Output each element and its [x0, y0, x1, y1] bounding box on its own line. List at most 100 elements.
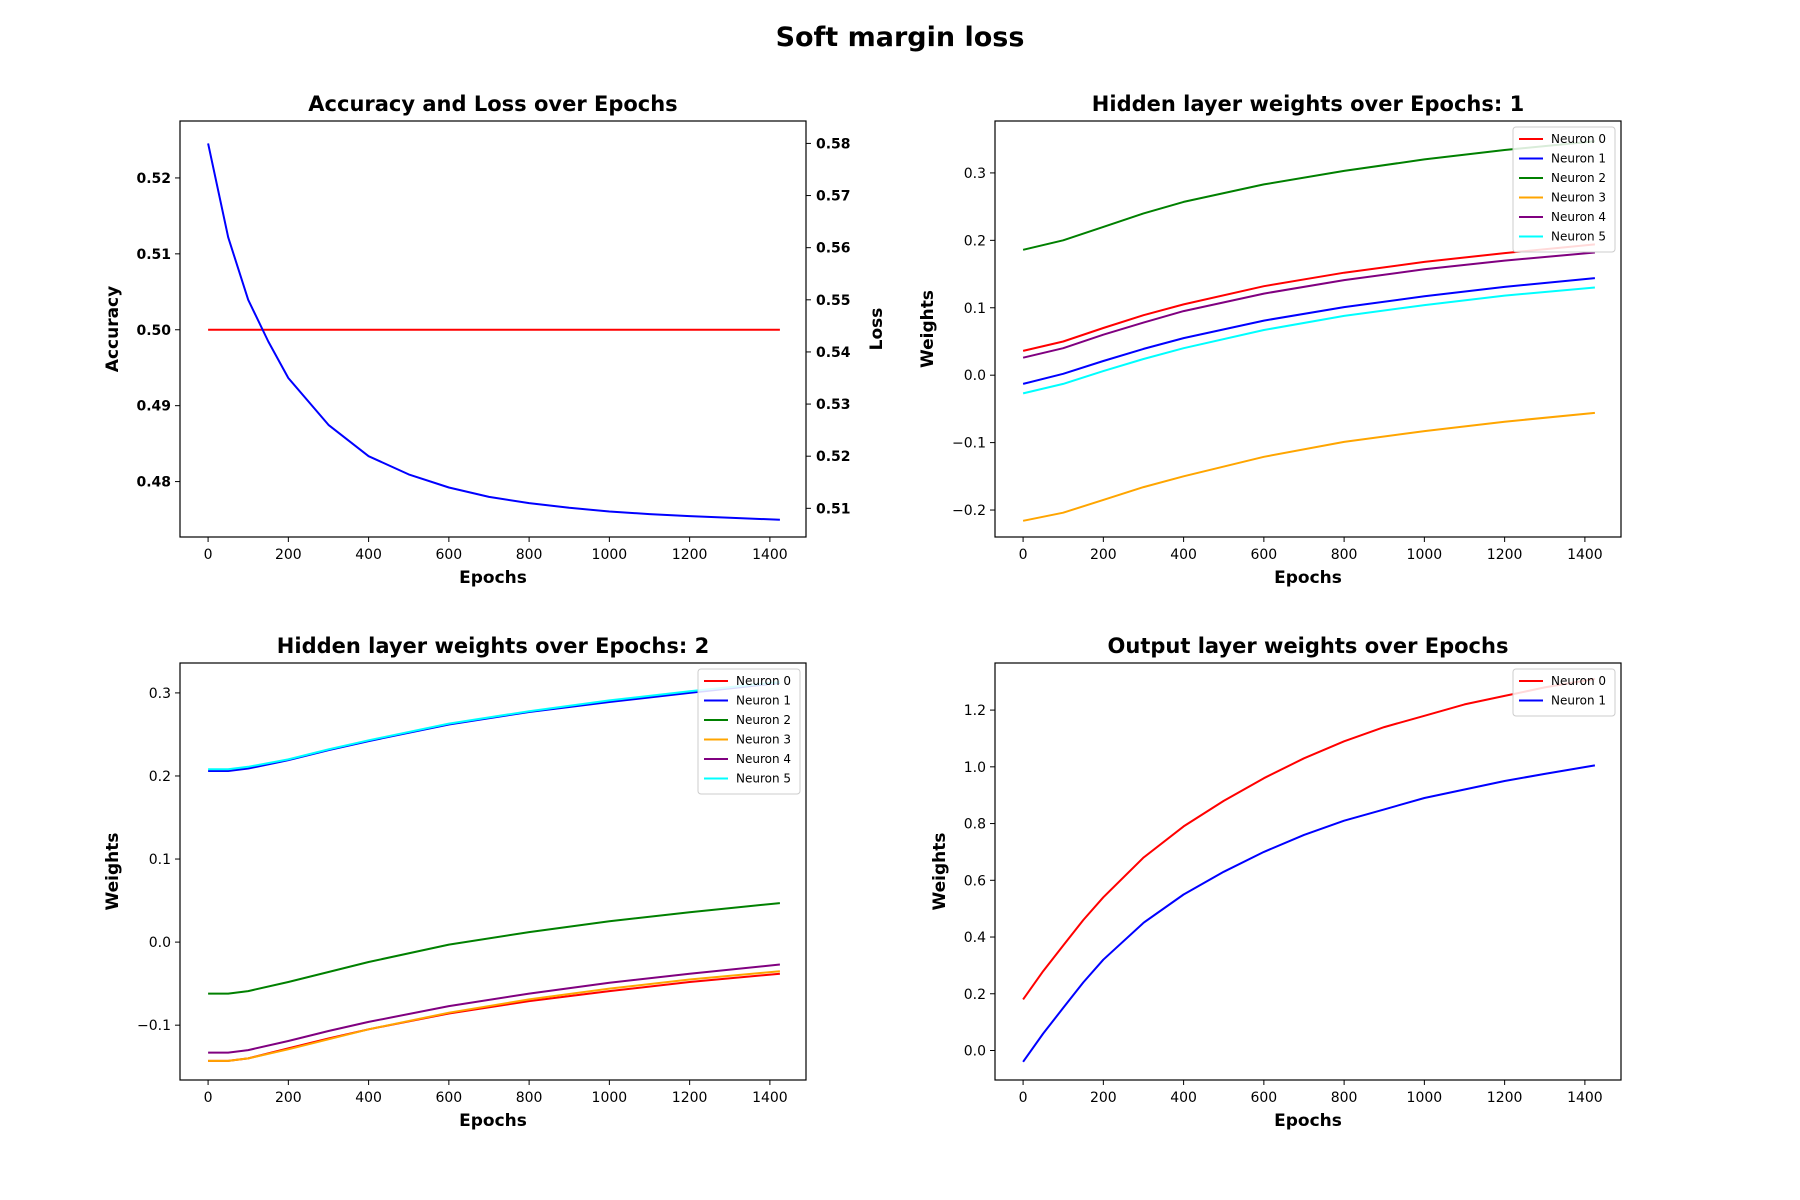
series-line-neuron-3 — [208, 970, 780, 1062]
x-tick-label: 600 — [1250, 1090, 1277, 1106]
x-tick-label: 0 — [1019, 1090, 1028, 1106]
x-tick-label: 200 — [275, 547, 302, 563]
series-line-neuron-4 — [1022, 251, 1595, 359]
x-tick-label: 600 — [435, 547, 462, 563]
x-tick-label: 1200 — [1487, 547, 1523, 563]
y-tick-label: 0.6 — [964, 873, 986, 889]
y-tick-label: −0.1 — [952, 436, 986, 452]
x-tick-label: 800 — [516, 547, 543, 563]
series-line-neuron-2 — [1022, 140, 1595, 251]
x-tick-label: 800 — [1331, 547, 1358, 563]
series-line-loss — [207, 143, 780, 521]
legend-label: Neuron 5 — [736, 772, 791, 786]
x-tick-label: 1000 — [592, 1090, 628, 1106]
y-tick-label: 0.1 — [149, 852, 171, 868]
right-y-tick-label: 0.56 — [816, 241, 851, 257]
right-y-tick-label: 0.57 — [816, 189, 851, 205]
legend: Neuron 0 Neuron 1 Neuron 2 Neuron 3 Neuron 4… — [697, 668, 801, 795]
subplots: Accuracy and Loss over Epochs 0 200 400 600 8… — [103, 92, 1622, 1131]
y-axis-label: Weights — [103, 832, 123, 910]
x-tick-label: 400 — [1170, 1090, 1197, 1106]
x-tick-label: 600 — [1250, 547, 1277, 563]
subplot-title: Hidden layer weights over Epochs: 2 — [277, 634, 709, 658]
right-y-tick-label: 0.54 — [816, 345, 851, 361]
legend-label: Neuron 5 — [1551, 230, 1606, 244]
x-axis-label: Epochs — [459, 1111, 527, 1131]
legend-label: Neuron 1 — [1551, 152, 1606, 166]
series-line-neuron-5 — [208, 681, 781, 771]
figure-title: Soft margin loss — [776, 22, 1025, 53]
x-tick-label: 1200 — [672, 547, 708, 563]
subplot-title: Hidden layer weights over Epochs: 1 — [1092, 92, 1524, 116]
legend-label: Neuron 0 — [1551, 132, 1606, 146]
y-tick-label: 0.0 — [964, 368, 986, 384]
axes-frame — [179, 662, 807, 1081]
x-tick-label: 1200 — [672, 1090, 708, 1106]
series-group — [1022, 677, 1596, 1063]
x-axis-label: Epochs — [459, 568, 527, 588]
x-tick-label: 1400 — [752, 1090, 788, 1106]
series-line-neuron-4 — [208, 963, 781, 1054]
x-tick-label: 400 — [355, 547, 382, 563]
axes-frame — [994, 120, 1622, 538]
legend-label: Neuron 4 — [1551, 210, 1606, 224]
subplot-1: Accuracy and Loss over Epochs 0 200 400 600 8… — [103, 92, 887, 588]
x-axis-label: Epochs — [1274, 568, 1342, 588]
y-tick-label: 0.1 — [964, 301, 986, 317]
left-y-axis-label: Accuracy — [103, 286, 123, 372]
x-tick-label: 800 — [1331, 1090, 1358, 1106]
y-tick-label: −0.1 — [137, 1018, 171, 1034]
x-tick-label: 1400 — [752, 547, 788, 563]
y-tick-label: 0.0 — [964, 1043, 986, 1059]
axes-frame — [179, 120, 807, 538]
y-tick-label: 0.8 — [964, 817, 986, 833]
right-y-tick-label: 0.51 — [816, 501, 851, 517]
y-tick-label: 0.3 — [149, 686, 171, 702]
y-tick-label: 0.3 — [964, 166, 986, 182]
legend: Neuron 0 Neuron 1 — [1512, 668, 1616, 717]
subplot-4: Output layer weights over Epochs 0 200 400 6… — [930, 634, 1622, 1131]
right-y-tick-label: 0.55 — [816, 293, 851, 309]
legend-label: Neuron 2 — [1551, 171, 1606, 185]
legend-label: Neuron 4 — [736, 752, 791, 766]
series-line-neuron-3 — [1022, 411, 1595, 522]
y-tick-label: 0.2 — [964, 233, 986, 249]
right-y-tick-label: 0.52 — [816, 449, 851, 465]
series-group — [208, 681, 781, 1062]
x-tick-label: 1000 — [1407, 547, 1443, 563]
subplot-title: Output layer weights over Epochs — [1108, 634, 1509, 658]
x-tick-label: 200 — [1090, 547, 1117, 563]
axes-frame — [994, 662, 1622, 1081]
legend-label: Neuron 0 — [736, 674, 791, 688]
x-tick-label: 1400 — [1567, 1090, 1603, 1106]
left-y-tick-label: 0.50 — [136, 323, 171, 339]
subplot-title: Accuracy and Loss over Epochs — [308, 92, 677, 116]
subplot-2: Hidden layer weights over Epochs: 1 0 200 4… — [918, 92, 1622, 588]
series-group — [1022, 140, 1595, 522]
x-tick-label: 0 — [204, 1090, 213, 1106]
series-line-neuron-0 — [1022, 677, 1596, 1000]
right-y-tick-label: 0.53 — [816, 397, 851, 413]
x-tick-label: 400 — [1170, 547, 1197, 563]
series-line-neuron-0 — [1022, 243, 1595, 352]
left-y-tick-label: 0.49 — [136, 399, 171, 415]
y-tick-label: 0.2 — [964, 987, 986, 1003]
left-y-tick-label: 0.52 — [136, 171, 171, 187]
x-tick-label: 1000 — [592, 547, 628, 563]
x-tick-label: 0 — [204, 547, 213, 563]
legend-label: Neuron 0 — [1551, 674, 1606, 688]
y-tick-label: 0.0 — [149, 935, 171, 951]
series-group — [207, 143, 780, 521]
x-axis-label: Epochs — [1274, 1111, 1342, 1131]
series-line-neuron-5 — [1022, 286, 1595, 395]
y-tick-label: 1.0 — [964, 760, 986, 776]
legend-label: Neuron 2 — [736, 713, 791, 727]
x-tick-label: 1000 — [1407, 1090, 1443, 1106]
x-tick-label: 600 — [435, 1090, 462, 1106]
y-tick-label: 1.2 — [964, 703, 986, 719]
left-y-tick-label: 0.51 — [136, 247, 171, 263]
y-tick-label: −0.2 — [952, 503, 986, 519]
legend-label: Neuron 1 — [1551, 694, 1606, 708]
